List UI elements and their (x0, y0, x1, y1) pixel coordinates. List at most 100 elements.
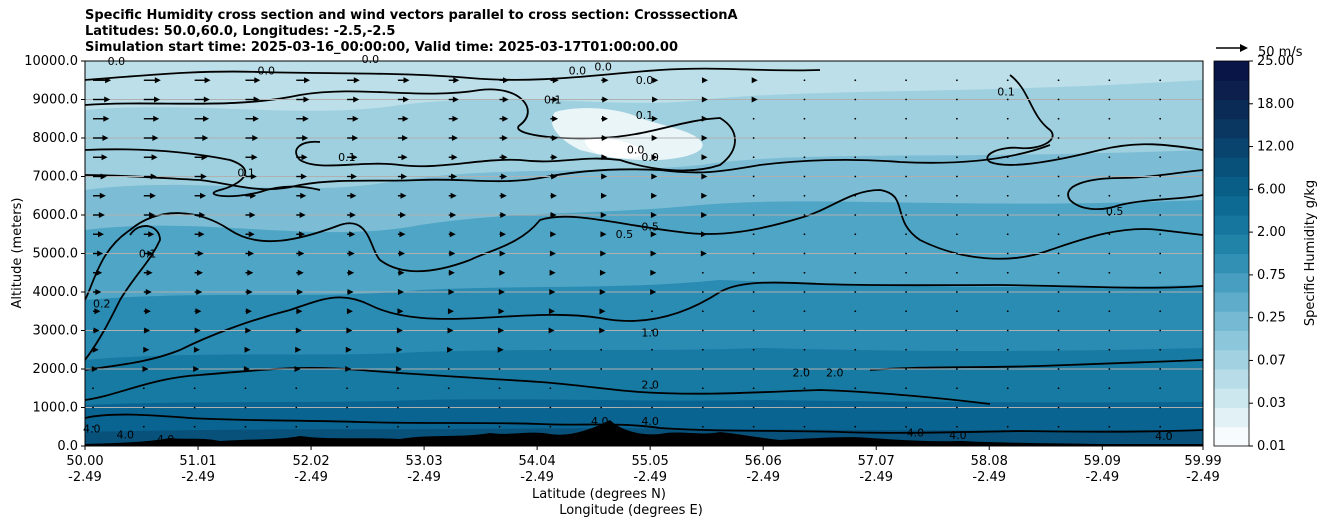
wind-vector (854, 368, 857, 370)
wind-vector (448, 212, 457, 218)
wind-vector (295, 406, 298, 409)
colorbar-band (1214, 311, 1249, 331)
x-axis-label-longitude: Longitude (degrees E) (559, 503, 703, 518)
x-tick-label-longitude: -2.49 (972, 470, 1006, 485)
wind-vector (854, 252, 857, 255)
wind-vector (296, 250, 305, 257)
wind-vector (1006, 406, 1009, 409)
wind-vector (296, 289, 304, 295)
contour-label: 0.0 (627, 143, 645, 156)
wind-vector (245, 231, 255, 238)
wind-vector (701, 192, 708, 199)
wind-vector (92, 425, 94, 428)
wind-vector (550, 173, 558, 180)
wind-vector (701, 173, 708, 180)
wind-vector (91, 366, 98, 372)
wind-vector (550, 115, 559, 122)
wind-vector (651, 135, 658, 141)
wind-vector (905, 79, 907, 82)
x-tick-label-latitude: 52.02 (292, 454, 329, 469)
colorbar-tick-label: 0.75 (1257, 268, 1286, 283)
wind-vector (651, 154, 658, 161)
wind-vector (549, 425, 552, 428)
wind-vector (752, 406, 755, 409)
contour-label: 0.1 (636, 109, 654, 122)
x-tick-label-latitude: 59.09 (1084, 454, 1121, 469)
wind-vector (905, 387, 907, 390)
wind-vector (142, 425, 145, 428)
wind-vector (397, 173, 408, 180)
wind-vector (854, 310, 857, 313)
wind-vector (194, 308, 202, 315)
wind-vector (956, 117, 958, 120)
wind-vector (651, 310, 653, 313)
vector-key: 50 m/s (1216, 44, 1303, 60)
wind-vector (803, 233, 806, 236)
wind-vector (346, 308, 353, 315)
x-axis-label-latitude: Latitude (degrees N) (532, 487, 666, 502)
chart-title-line-2: Latitudes: 50.0,60.0, Longitudes: -2.5,-… (85, 24, 396, 39)
x-tick-label-longitude: -2.49 (520, 470, 554, 485)
wind-vector (803, 252, 806, 255)
wind-vector (347, 192, 357, 199)
wind-vector (956, 406, 958, 409)
wind-vector (550, 154, 558, 161)
contour-label: 0.2 (93, 297, 111, 310)
wind-vector (956, 175, 958, 178)
wind-vector (1057, 194, 1060, 197)
chart-title-line-1: Specific Humidity cross section and wind… (85, 8, 738, 23)
wind-vector (194, 77, 211, 84)
wind-vector (550, 231, 557, 238)
colorbar-tick-label: 2.00 (1257, 225, 1286, 240)
wind-vector (1006, 310, 1009, 313)
colorbar-band (1214, 388, 1249, 408)
wind-vector (701, 135, 708, 141)
wind-vector (447, 346, 454, 353)
wind-vector (193, 406, 196, 409)
wind-vector (752, 271, 755, 274)
wind-vector (1159, 137, 1162, 139)
wind-vector (1006, 387, 1009, 390)
contour-line-2.0 (85, 367, 991, 405)
wind-vector (956, 425, 958, 428)
wind-vector (803, 329, 806, 332)
wind-vector (397, 387, 399, 390)
wind-vector (752, 194, 755, 197)
wind-vector (1006, 194, 1009, 197)
wind-vector (194, 173, 207, 180)
wind-vector (1159, 310, 1162, 313)
wind-vector (296, 115, 309, 122)
wind-vector (142, 387, 145, 390)
contour-label: 4.0 (117, 428, 135, 441)
wind-vector (650, 269, 657, 276)
x-tick-label-longitude: -2.49 (181, 470, 215, 485)
wind-vector (93, 173, 107, 180)
y-tick-label: 10000.0 (24, 54, 78, 69)
wind-vector (803, 214, 806, 216)
wind-vector (601, 96, 609, 103)
wind-vector (448, 77, 460, 84)
wind-vector (448, 250, 456, 257)
wind-vector (347, 250, 355, 257)
wind-vector (1108, 329, 1111, 332)
wind-vector (1006, 368, 1009, 370)
wind-vector (347, 77, 360, 84)
wind-vector (803, 368, 806, 370)
x-tick-label-longitude: -2.49 (859, 470, 893, 485)
wind-vector (244, 346, 251, 353)
wind-vector (244, 406, 247, 409)
wind-vector (1108, 175, 1111, 178)
x-tick-label-longitude: -2.49 (1186, 470, 1220, 485)
wind-vector (1159, 329, 1162, 332)
wind-vector (905, 117, 907, 120)
wind-vector (194, 192, 207, 199)
wind-vector (93, 250, 104, 257)
wind-vector (447, 406, 450, 409)
wind-vector (905, 406, 907, 409)
wind-vector (1108, 271, 1111, 274)
wind-vector (143, 327, 151, 334)
wind-vector (194, 96, 210, 103)
wind-vector (651, 406, 653, 409)
wind-vector (905, 271, 907, 274)
wind-vector (498, 289, 505, 295)
